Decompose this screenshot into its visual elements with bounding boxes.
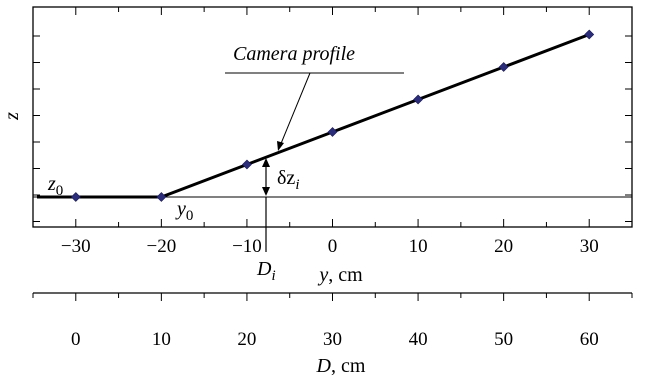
y-axis-title: z (1, 112, 23, 121)
plot-frame (32, 6, 633, 228)
x-axis-tick-labels: −30 −20 −10 0 10 20 30 (61, 236, 599, 257)
delta-z-arrow-bottom-head (262, 187, 270, 196)
x-axis-ticks (32, 7, 633, 227)
data-point-marker (242, 159, 252, 170)
secondary-x-tick-label: 10 (152, 329, 171, 350)
x-tick-label: 20 (494, 236, 513, 257)
x-tick-label: −30 (61, 236, 91, 257)
secondary-x-tick-label: 0 (71, 329, 81, 350)
secondary-x-tick-label: 20 (237, 329, 256, 350)
data-point-marker (156, 192, 167, 202)
annotation-y0: y0 (175, 198, 193, 224)
data-point-marker (70, 192, 81, 202)
data-point-marker (413, 94, 423, 105)
secondary-x-tick-label: 50 (494, 329, 513, 350)
annotation-delta-z: δzi (277, 167, 299, 193)
x-tick-label: −10 (232, 236, 262, 257)
secondary-x-axis-title: D, cm (316, 355, 366, 377)
data-point-marker (327, 127, 338, 137)
secondary-x-axis-tick-labels: 0 10 20 30 40 50 60 (71, 329, 599, 350)
annotation-z0: z0 (47, 173, 63, 199)
secondary-x-axis-ticks (32, 293, 633, 301)
series-camera-profile-markers (70, 29, 595, 202)
secondary-x-tick-label: 30 (323, 329, 342, 350)
secondary-x-tick-label: 60 (580, 329, 599, 350)
secondary-x-tick-label: 40 (409, 329, 428, 350)
data-point-marker (498, 62, 509, 72)
x-axis-title: y, cm (317, 264, 363, 286)
curve-label-camera-profile: Camera profile (233, 43, 355, 65)
curve-label-leader-arrowhead (277, 141, 284, 151)
x-tick-label: −20 (146, 236, 176, 257)
series-camera-profile-line (37, 33, 590, 199)
x-tick-label: 30 (580, 236, 599, 257)
annotation-d-i: Di (256, 258, 276, 284)
curve-label-leader (279, 72, 311, 147)
x-tick-label: 0 (328, 236, 338, 257)
y-axis-ticks (33, 35, 632, 222)
x-tick-label: 10 (409, 236, 428, 257)
data-point-marker (584, 29, 595, 40)
delta-z-arrow-top-head (262, 158, 270, 167)
